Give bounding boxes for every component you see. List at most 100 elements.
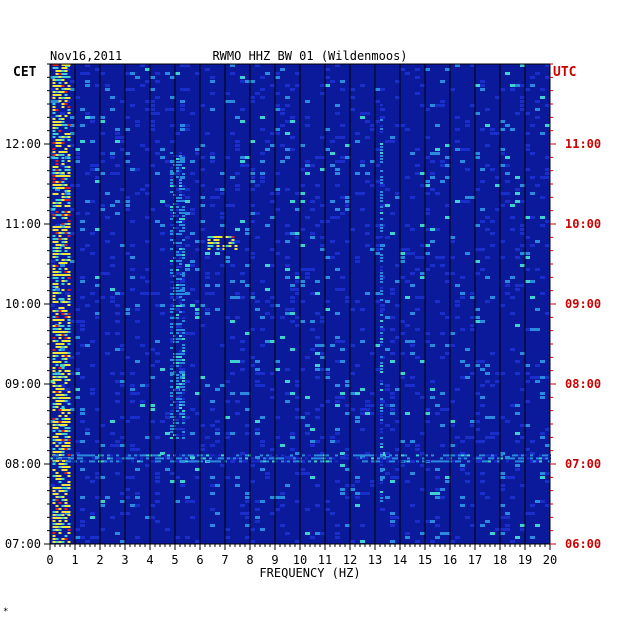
heat-cell bbox=[325, 376, 330, 379]
heat-cell bbox=[300, 280, 305, 283]
heat-cell bbox=[280, 68, 285, 71]
x-tick-label: 7 bbox=[221, 553, 228, 567]
feature-cell bbox=[110, 457, 113, 460]
feature-cell bbox=[182, 392, 185, 394]
heat-cell bbox=[100, 172, 105, 175]
feature-cell bbox=[64, 415, 68, 417]
heat-cell bbox=[190, 304, 195, 307]
feature-cell bbox=[257, 460, 260, 463]
feature-cell bbox=[61, 118, 65, 120]
feature-cell bbox=[182, 278, 185, 280]
feature-cell bbox=[64, 301, 68, 303]
heat-cell bbox=[475, 248, 480, 251]
heat-cell bbox=[100, 528, 105, 531]
heat-cell bbox=[75, 152, 80, 155]
heat-cell bbox=[455, 128, 460, 131]
heat-cell bbox=[70, 408, 75, 411]
feature-cell bbox=[216, 242, 220, 244]
feature-cell bbox=[380, 461, 383, 463]
feature-cell bbox=[55, 352, 59, 354]
heat-cell bbox=[145, 516, 150, 519]
heat-cell bbox=[305, 432, 310, 435]
feature-cell bbox=[146, 454, 149, 457]
feature-cell bbox=[458, 454, 461, 457]
feature-cell bbox=[61, 406, 65, 408]
heat-cell bbox=[400, 352, 405, 355]
heat-cell bbox=[180, 128, 185, 131]
heat-cell bbox=[100, 116, 105, 119]
heat-cell bbox=[365, 408, 370, 411]
heat-cell bbox=[275, 72, 280, 75]
heat-cell bbox=[290, 200, 295, 203]
heat-cell bbox=[285, 308, 290, 311]
heat-cell bbox=[170, 124, 175, 127]
feature-cell bbox=[176, 161, 179, 163]
feature-cell bbox=[236, 454, 239, 457]
heat-cell bbox=[270, 132, 275, 135]
feature-cell bbox=[52, 493, 56, 495]
heat-cell bbox=[425, 108, 430, 111]
heat-cell bbox=[155, 340, 160, 343]
heat-cell bbox=[230, 132, 235, 135]
feature-cell bbox=[55, 460, 59, 462]
heat-cell bbox=[135, 492, 140, 495]
feature-cell bbox=[67, 295, 71, 297]
feature-cell bbox=[287, 457, 290, 460]
heat-cell bbox=[490, 220, 495, 223]
feature-cell bbox=[416, 454, 419, 457]
feature-cell bbox=[380, 419, 383, 421]
feature-cell bbox=[61, 103, 65, 105]
heat-cell bbox=[490, 416, 495, 419]
feature-cell bbox=[176, 326, 179, 328]
heat-cell bbox=[365, 136, 370, 139]
heat-cell bbox=[515, 536, 520, 539]
heat-cell bbox=[450, 332, 455, 335]
heat-cell bbox=[275, 508, 280, 511]
feature-cell bbox=[176, 209, 179, 211]
heat-cell bbox=[405, 532, 410, 535]
feature-cell bbox=[425, 460, 428, 463]
heat-cell bbox=[95, 312, 100, 315]
heat-cell bbox=[205, 312, 210, 315]
heat-cell bbox=[355, 504, 360, 507]
heat-cell bbox=[230, 392, 235, 395]
feature-cell bbox=[170, 239, 173, 241]
chart-title: RWMO HHZ BW 01 (Wildenmoos) bbox=[212, 49, 407, 63]
feature-cell bbox=[67, 211, 71, 213]
feature-cell bbox=[58, 100, 62, 102]
heat-cell bbox=[340, 396, 345, 399]
feature-cell bbox=[134, 454, 137, 457]
heat-cell bbox=[350, 540, 355, 543]
feature-cell bbox=[116, 454, 119, 457]
heat-cell bbox=[250, 540, 255, 543]
feature-cell bbox=[67, 472, 71, 474]
heat-cell bbox=[210, 80, 215, 83]
feature-cell bbox=[52, 76, 56, 78]
heat-cell bbox=[215, 440, 220, 443]
heat-cell bbox=[260, 468, 265, 471]
heat-cell bbox=[135, 192, 140, 195]
heat-cell bbox=[170, 140, 175, 143]
feature-cell bbox=[182, 457, 185, 460]
heat-cell bbox=[255, 500, 260, 503]
heat-cell bbox=[510, 312, 515, 315]
feature-cell bbox=[67, 409, 71, 411]
feature-cell bbox=[302, 454, 305, 457]
heat-cell bbox=[435, 256, 440, 259]
heat-cell bbox=[245, 496, 250, 499]
heat-cell bbox=[515, 284, 520, 287]
heat-cell bbox=[490, 352, 495, 355]
heat-cell bbox=[330, 256, 335, 259]
heat-cell bbox=[95, 276, 100, 279]
feature-cell bbox=[228, 245, 232, 247]
feature-cell bbox=[228, 236, 232, 238]
feature-cell bbox=[380, 155, 383, 157]
feature-cell bbox=[52, 325, 56, 327]
feature-cell bbox=[58, 415, 62, 417]
heat-cell bbox=[120, 348, 125, 351]
feature-cell bbox=[179, 460, 182, 463]
feature-cell bbox=[52, 319, 56, 321]
feature-cell bbox=[55, 328, 59, 330]
heat-cell bbox=[345, 240, 350, 243]
feature-cell bbox=[67, 442, 71, 444]
